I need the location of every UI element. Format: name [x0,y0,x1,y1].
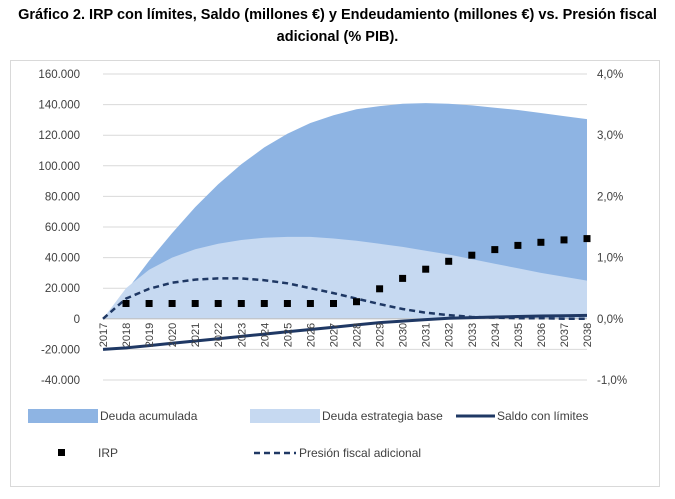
y-left-tick-label: 140.000 [38,100,80,112]
y-right-tick-label: 0,0% [597,314,623,326]
y-right-tick-label: 1,0% [597,253,623,265]
y-right-tick-label: -1,0% [597,375,627,387]
irp-marker [260,300,268,307]
y-left-tick-label: 120.000 [38,130,80,142]
legend-swatch-irp [58,449,65,456]
series-saldo-con-limites-line [102,313,588,351]
x-tick-label: 2027 [328,323,340,347]
irp-marker [191,300,199,307]
irp-marker [491,246,499,254]
chart-title-line-2: adicional (% PIB). [276,29,399,45]
y-left-tick-label: 160.000 [38,69,80,81]
chart-frame [10,60,660,487]
irp-marker [330,300,337,307]
x-tick-label: 2028 [352,323,364,347]
x-tick-label: 2021 [190,323,202,347]
chart-title: Gráfico 2. IRP con límites, Saldo (millo… [0,4,675,48]
y-left-tick-label: -20.000 [41,344,80,356]
irp-marker [468,251,476,259]
y-left-tick-label: 40.000 [45,253,80,265]
y-left-tick-label: 80.000 [45,191,80,203]
irp-marker [214,300,222,307]
x-tick-label: 2029 [375,323,387,347]
y-left-tick-label: 60.000 [45,222,80,234]
x-tick-label: 2026 [305,323,317,347]
series-deuda-estrategia-base-area [103,236,587,319]
x-tick-label: 2022 [213,323,225,347]
legend-label-deuda-estrategia-base: Deuda estrategia base [322,409,443,423]
x-tick-label: 2024 [259,323,271,347]
y-left-tick-label: -40.000 [41,375,80,387]
x-tick-label: 2025 [282,323,294,347]
x-tick-label: 2030 [398,323,410,347]
series-presion-fiscal-adicional-line [102,277,587,321]
x-tick-label: 2032 [444,323,456,347]
legend-swatch-deuda-acumulada [28,409,98,423]
x-tick-label: 2018 [121,323,133,347]
irp-marker [122,300,130,307]
irp-marker [353,298,360,306]
legend-label-deuda-acumulada: Deuda acumulada [100,409,198,423]
irp-marker [376,285,384,293]
chart-title-line-1: Gráfico 2. IRP con límites, Saldo (millo… [18,7,657,23]
legend-label-irp: IRP [98,446,118,460]
irp-marker [445,257,453,265]
y-right-tick-label: 4,0% [597,69,623,81]
x-tick-label: 2020 [167,323,179,347]
legend-label-presion-fiscal-adicional: Presión fiscal adicional [299,446,421,460]
legend-label-saldo-con-limites: Saldo con límites [497,409,588,423]
irp-marker [306,300,314,307]
irp-marker [237,300,245,307]
x-tick-label: 2017 [98,323,110,347]
irp-marker [560,236,568,244]
y-right-tick-label: 3,0% [597,130,623,142]
x-tick-label: 2019 [144,323,156,347]
y-right-tick-label: 2,0% [597,191,623,203]
irp-marker [583,235,591,243]
y-left-tick-label: 20.000 [45,283,80,295]
irp-marker [168,300,176,307]
irp-marker [537,238,545,246]
y-left-tick-label: 100.000 [38,161,80,173]
x-tick-label: 2036 [536,323,548,347]
x-tick-label: 2023 [236,323,248,347]
x-tick-label: 2035 [513,323,525,347]
x-tick-label: 2037 [559,323,571,347]
irp-marker [422,265,430,273]
y-left-tick-label: 0 [74,314,80,326]
irp-marker [283,300,291,307]
irp-marker [145,300,153,307]
legend-swatch-deuda-estrategia-base [250,409,320,423]
x-tick-label: 2031 [421,323,433,347]
x-tick-label: 2038 [582,323,594,347]
irp-marker [514,241,522,249]
x-tick-label: 2033 [467,323,479,347]
x-tick-label: 2034 [490,323,502,347]
irp-marker [399,274,407,282]
